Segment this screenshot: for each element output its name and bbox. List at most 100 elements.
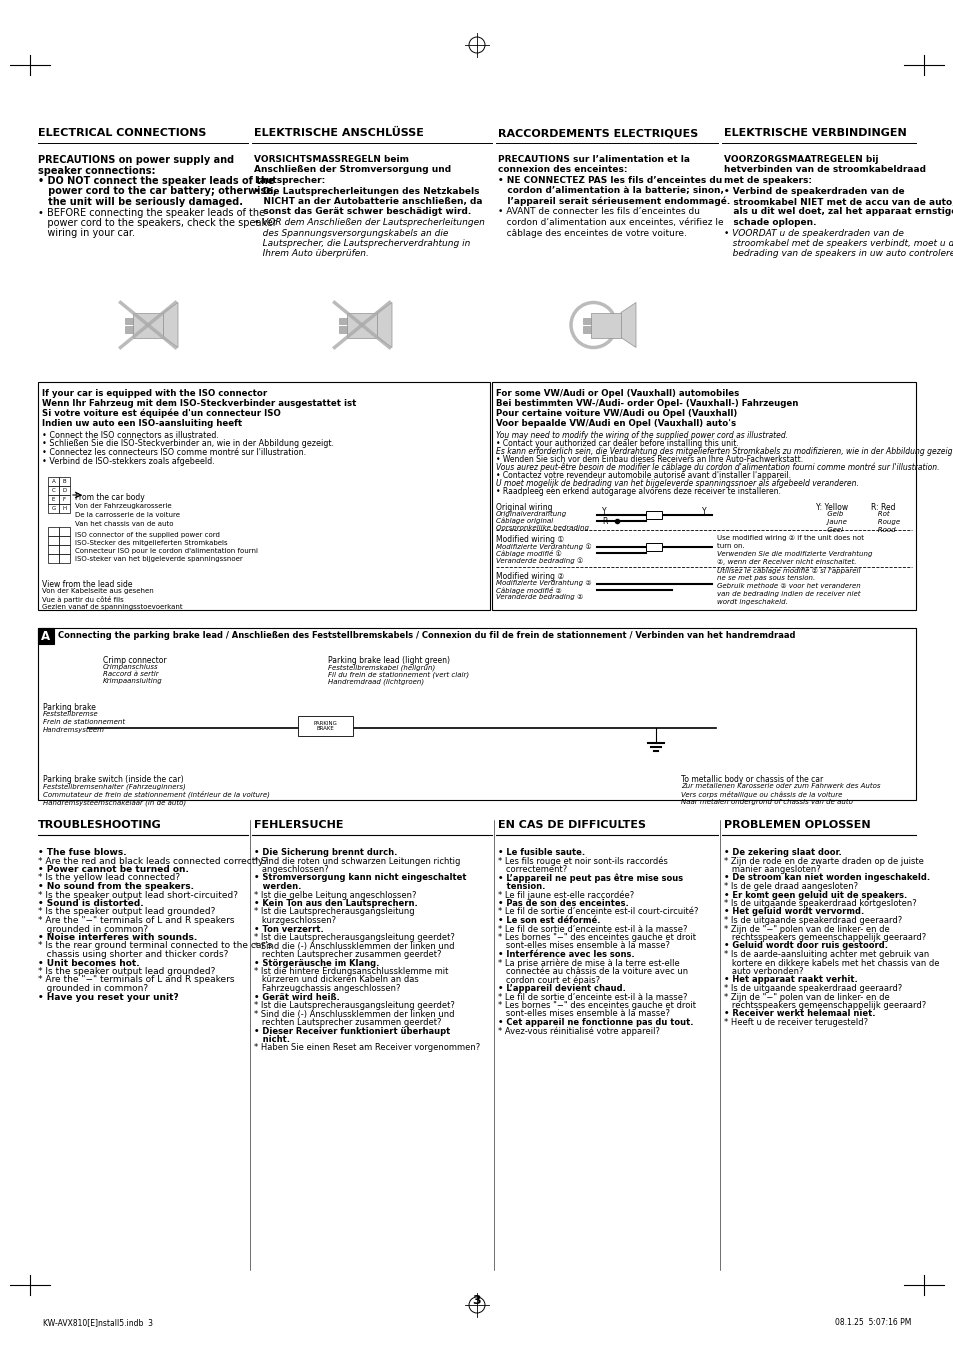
Text: * Are the "−" terminals of L and R speakers: * Are the "−" terminals of L and R speak… [38,917,234,925]
Text: Y: Yellow: Y: Yellow [815,504,847,512]
Text: wordt ingeschakeld.: wordt ingeschakeld. [717,599,787,605]
Polygon shape [376,302,392,347]
Bar [59,477,70,486]
Text: Handremsysteem: Handremsysteem [43,728,105,733]
Text: R: Red: R: Red [870,504,895,512]
Text: sont-elles mises ensemble à la masse?: sont-elles mises ensemble à la masse? [497,941,669,950]
Text: Rood: Rood [870,526,895,533]
Text: speaker connections:: speaker connections: [38,166,155,176]
Text: Câblage modifié ①: Câblage modifié ① [496,549,561,558]
Text: Gezien vanaf de spanningsstoevoerkant: Gezien vanaf de spanningsstoevoerkant [42,603,182,610]
Text: • De stroom kan niet worden ingeschakeld.: • De stroom kan niet worden ingeschakeld… [723,873,929,883]
Text: Krimpaansluiting: Krimpaansluiting [103,678,163,684]
Text: Vers corps métallique ou châssis de la voiture: Vers corps métallique ou châssis de la v… [680,791,841,798]
Text: PRECAUTIONS sur l’alimentation et la: PRECAUTIONS sur l’alimentation et la [497,155,689,163]
Text: * Sind die roten und schwarzen Leitungen richtig: * Sind die roten und schwarzen Leitungen… [253,856,460,865]
Text: met de speakers:: met de speakers: [723,176,811,185]
Bar [38,628,915,801]
Text: E: E [51,497,55,502]
Text: KW-AVX810[E]nstall5.indb  3: KW-AVX810[E]nstall5.indb 3 [43,1318,152,1327]
Text: • Power cannot be turned on.: • Power cannot be turned on. [38,865,189,873]
Text: VORSICHTSMASSREGELN beim: VORSICHTSMASSREGELN beim [253,155,409,163]
Text: Handremsysteemschakelaar (in de auto): Handremsysteemschakelaar (in de auto) [43,799,186,806]
Text: Es kann erforderlich sein, die Verdrahtung des mitgelieferten Stromkabels zu mod: Es kann erforderlich sein, die Verdrahtu… [496,447,953,456]
Bar [583,327,590,332]
Text: * Are the "−" terminals of L and R speakers: * Are the "−" terminals of L and R speak… [38,976,234,984]
Text: werden.: werden. [253,882,301,891]
Text: • Schließen Sie die ISO-Steckverbinder an, wie in der Abbildung gezeigt.: • Schließen Sie die ISO-Steckverbinder a… [42,440,334,448]
Text: • Die Sicherung brennt durch.: • Die Sicherung brennt durch. [253,848,397,857]
Text: EN CAS DE DIFFICULTES: EN CAS DE DIFFICULTES [497,819,645,830]
Text: Câblage original: Câblage original [496,518,553,525]
Text: rechten Lautsprecher zusammen geerdet?: rechten Lautsprecher zusammen geerdet? [253,950,441,958]
Text: • Connect the ISO connectors as illustrated.: • Connect the ISO connectors as illustra… [42,431,218,440]
Text: * Les fils rouge et noir sont-ils raccordés: * Les fils rouge et noir sont-ils raccor… [497,856,667,865]
Text: * Is the rear ground terminal connected to the car's: * Is the rear ground terminal connected … [38,941,272,950]
Text: * Le fil de sortie d’enceinte est-il court-circuité?: * Le fil de sortie d’enceinte est-il cou… [497,907,698,917]
Text: De la carrosserie de la voiture: De la carrosserie de la voiture [75,512,180,518]
Text: * Is the speaker output lead grounded?: * Is the speaker output lead grounded? [38,967,215,976]
Text: • Die Lautsprecherleitungen des Netzkabels: • Die Lautsprecherleitungen des Netzkabe… [253,186,479,196]
Polygon shape [620,302,636,347]
Text: ELEKTRISCHE VERBINDINGEN: ELEKTRISCHE VERBINDINGEN [723,128,905,138]
Bar [38,628,54,644]
Text: * Is de gele draad aangesloten?: * Is de gele draad aangesloten? [723,882,858,891]
Bar [48,545,59,554]
Text: • DO NOT connect the speaker leads of the: • DO NOT connect the speaker leads of th… [38,176,274,186]
Bar [645,543,661,551]
Text: Raccord à sertir: Raccord à sertir [103,671,158,676]
Text: * Is the speaker output lead short-circuited?: * Is the speaker output lead short-circu… [38,891,237,899]
Text: Si votre voiture est équipée d'un connecteur ISO: Si votre voiture est équipée d'un connec… [42,409,280,418]
Text: Y: Y [601,508,606,516]
Text: 08.1.25  5:07:16 PM: 08.1.25 5:07:16 PM [834,1318,910,1327]
Text: * Zijn de "−" polen van de linker- en de: * Zijn de "−" polen van de linker- en de [723,925,889,933]
Text: * Ist die hintere Erdungsanschlussklemme mit: * Ist die hintere Erdungsanschlussklemme… [253,967,448,976]
Text: turn on.: turn on. [717,543,744,549]
Bar [583,317,590,324]
Text: • Wenden Sie sich vor dem Einbau dieses Receivers an Ihre Auto-Fachwerkstatt.: • Wenden Sie sich vor dem Einbau dieses … [496,455,802,464]
Text: • Interférence avec les sons.: • Interférence avec les sons. [497,950,634,958]
Text: Veranderde bedrading ②: Veranderde bedrading ② [496,594,582,599]
Text: RACCORDEMENTS ELECTRIQUES: RACCORDEMENTS ELECTRIQUES [497,128,698,138]
Text: manier aangesloten?: manier aangesloten? [723,865,820,873]
Text: cordon d’alimentation à la batterie; sinon,: cordon d’alimentation à la batterie; sin… [497,186,723,196]
Text: correctement?: correctement? [497,865,567,873]
Text: ne se met pas sous tension.: ne se met pas sous tension. [717,575,815,580]
Text: Rouge: Rouge [870,518,900,525]
Text: power cord to the car battery; otherwise,: power cord to the car battery; otherwise… [38,186,276,197]
Text: Verwenden Sie die modifizierte Verdrahtung: Verwenden Sie die modifizierte Verdrahtu… [717,551,872,558]
Text: bedrading van de speakers in uw auto controleren.: bedrading van de speakers in uw auto con… [723,250,953,258]
Text: Feststellbremsenhalter (Fahrzeuginners): Feststellbremsenhalter (Fahrzeuginners) [43,783,186,790]
Text: kortere en dikkere kabels met het chassis van de: kortere en dikkere kabels met het chassi… [723,958,939,968]
Text: Feststellbremskabel (hellgrün): Feststellbremskabel (hellgrün) [328,664,435,671]
Bar [347,312,376,338]
Bar [48,554,59,563]
Bar [59,536,70,545]
Text: Fahrzeugchassis angeschlossen?: Fahrzeugchassis angeschlossen? [253,984,400,994]
Text: Ihrem Auto überprüfen.: Ihrem Auto überprüfen. [253,250,369,258]
Text: To metallic body or chassis of the car: To metallic body or chassis of the car [680,775,822,784]
Text: Van het chassis van de auto: Van het chassis van de auto [75,521,173,526]
Text: chassis using shorter and thicker cords?: chassis using shorter and thicker cords? [38,950,228,958]
Text: From the car body: From the car body [75,493,145,501]
Text: 3: 3 [472,1293,481,1307]
Text: • Sound is distorted.: • Sound is distorted. [38,899,144,909]
Text: * Is de aarde-aansluiting achter met gebruik van: * Is de aarde-aansluiting achter met geb… [723,950,928,958]
Bar [645,512,661,518]
Text: PARKING
BRAKE: PARKING BRAKE [313,721,336,732]
Text: G: G [51,506,55,512]
Bar [132,312,163,338]
Text: Geel: Geel [815,526,842,533]
Text: Utilisez le câblage modifié ② si l'appareil: Utilisez le câblage modifié ② si l'appar… [717,567,860,574]
Text: rechten Lautsprecher zusammen geerdet?: rechten Lautsprecher zusammen geerdet? [253,1018,441,1027]
Text: • Het apparaat raakt verhit.: • Het apparaat raakt verhit. [723,976,857,984]
Text: • Er komt geen geluid uit de speakers.: • Er komt geen geluid uit de speakers. [723,891,906,899]
Bar [48,486,59,495]
Text: Pour certaine voiture VW/Audi ou Opel (Vauxhall): Pour certaine voiture VW/Audi ou Opel (V… [496,409,737,418]
Text: tension.: tension. [497,882,545,891]
Text: Modified wiring ②: Modified wiring ② [496,572,563,580]
Text: If your car is equipped with the ISO connector: If your car is equipped with the ISO con… [42,389,267,398]
Text: Use modified wiring ② if the unit does not: Use modified wiring ② if the unit does n… [717,535,863,541]
Text: stroomkabel met de speakers verbindt, moet u de: stroomkabel met de speakers verbindt, mo… [723,239,953,248]
Bar [59,504,70,513]
